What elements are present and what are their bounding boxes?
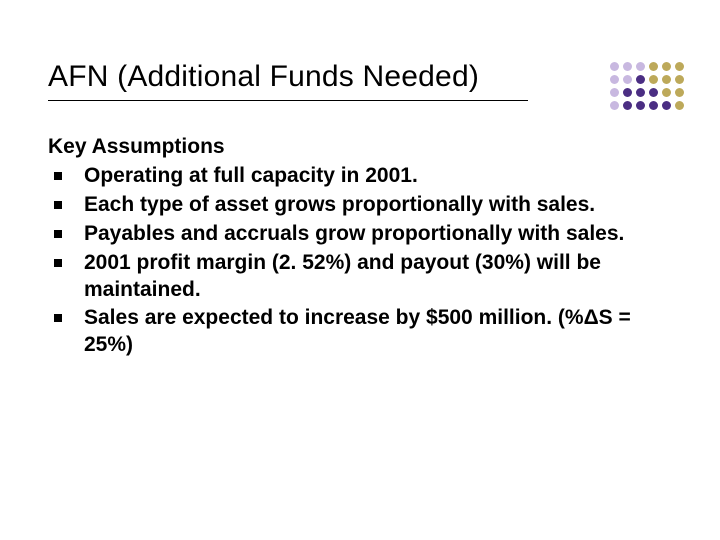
decor-dot-icon xyxy=(649,75,658,84)
decor-dot-icon xyxy=(623,101,632,110)
decor-dot-icon xyxy=(636,101,645,110)
bullet-item: Each type of asset grows proportionally … xyxy=(48,192,672,219)
decor-dot-icon xyxy=(610,75,619,84)
bullet-item: Operating at full capacity in 2001. xyxy=(48,163,672,190)
dot-row xyxy=(608,86,686,99)
decor-dot-icon xyxy=(623,62,632,71)
decor-dot-icon xyxy=(623,88,632,97)
bullet-square-icon xyxy=(54,230,62,238)
bullet-item: Payables and accruals grow proportionall… xyxy=(48,221,672,248)
slide: AFN (Additional Funds Needed) Key Assump… xyxy=(0,0,720,540)
decor-dot-icon xyxy=(675,62,684,71)
bullet-square-icon xyxy=(54,314,62,322)
bullet-text: Operating at full capacity in 2001. xyxy=(84,163,418,190)
decorative-dot-grid xyxy=(608,60,686,112)
bullet-item: 2001 profit margin (2. 52%) and payout (… xyxy=(48,250,672,304)
decor-dot-icon xyxy=(675,88,684,97)
bullet-text: Payables and accruals grow proportionall… xyxy=(84,221,624,248)
decor-dot-icon xyxy=(610,101,619,110)
decor-dot-icon xyxy=(649,62,658,71)
bullet-item: Sales are expected to increase by $500 m… xyxy=(48,305,672,359)
decor-dot-icon xyxy=(662,75,671,84)
decor-dot-icon xyxy=(649,101,658,110)
decor-dot-icon xyxy=(636,62,645,71)
decor-dot-icon xyxy=(623,75,632,84)
decor-dot-icon xyxy=(662,88,671,97)
title-row: AFN (Additional Funds Needed) xyxy=(48,60,672,101)
subheading: Key Assumptions xyxy=(48,135,672,159)
decor-dot-icon xyxy=(675,101,684,110)
decor-dot-icon xyxy=(649,88,658,97)
bullet-square-icon xyxy=(54,201,62,209)
decor-dot-icon xyxy=(610,88,619,97)
decor-dot-icon xyxy=(662,62,671,71)
slide-title: AFN (Additional Funds Needed) xyxy=(48,60,672,94)
bullet-list: Operating at full capacity in 2001.Each … xyxy=(48,163,672,359)
bullet-square-icon xyxy=(54,259,62,267)
decor-dot-icon xyxy=(662,101,671,110)
dot-row xyxy=(608,60,686,73)
bullet-square-icon xyxy=(54,172,62,180)
dot-row xyxy=(608,73,686,86)
decor-dot-icon xyxy=(636,88,645,97)
decor-dot-icon xyxy=(610,62,619,71)
bullet-text: 2001 profit margin (2. 52%) and payout (… xyxy=(84,250,644,304)
bullet-text: Each type of asset grows proportionally … xyxy=(84,192,595,219)
title-underline xyxy=(48,100,528,101)
bullet-text: Sales are expected to increase by $500 m… xyxy=(84,305,644,359)
dot-row xyxy=(608,99,686,112)
decor-dot-icon xyxy=(636,75,645,84)
decor-dot-icon xyxy=(675,75,684,84)
